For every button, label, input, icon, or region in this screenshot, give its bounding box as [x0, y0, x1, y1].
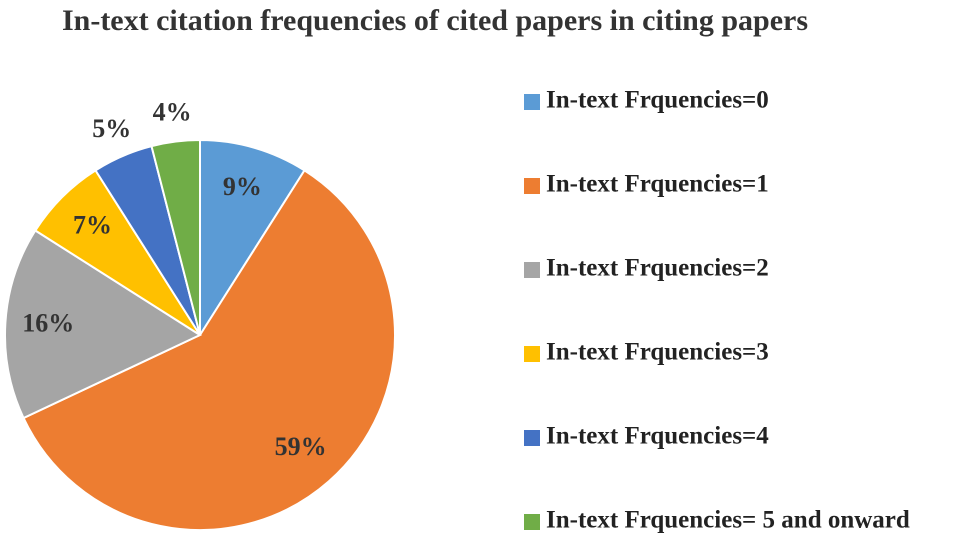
legend-swatch — [524, 178, 540, 194]
data-label: 7% — [73, 210, 112, 239]
data-label: 16% — [22, 308, 74, 337]
legend-swatch — [524, 514, 540, 530]
legend-swatch — [524, 346, 540, 362]
data-label: 9% — [223, 172, 262, 201]
data-label: 4% — [153, 97, 192, 126]
pie-slice — [4, 229, 203, 420]
pie-slice — [199, 138, 306, 339]
legend-label: In-text Frquencies=1 — [546, 171, 769, 198]
legend-label: In-text Frquencies= 5 and onward — [546, 507, 910, 534]
legend-label: In-text Frquencies=0 — [546, 87, 769, 114]
legend-swatch — [524, 430, 540, 446]
legend-label: In-text Frquencies=3 — [546, 339, 769, 366]
legend-swatch — [524, 94, 540, 110]
legend-label: In-text Frquencies=4 — [546, 423, 769, 450]
data-label: 59% — [275, 432, 327, 461]
pie-slice — [22, 168, 396, 531]
data-label: 5% — [92, 114, 131, 143]
chart-title: In-text citation frequencies of cited pa… — [61, 4, 809, 37]
legend-swatch — [524, 262, 540, 278]
pie-slice — [150, 138, 201, 336]
legend-label: In-text Frquencies=2 — [546, 255, 769, 282]
